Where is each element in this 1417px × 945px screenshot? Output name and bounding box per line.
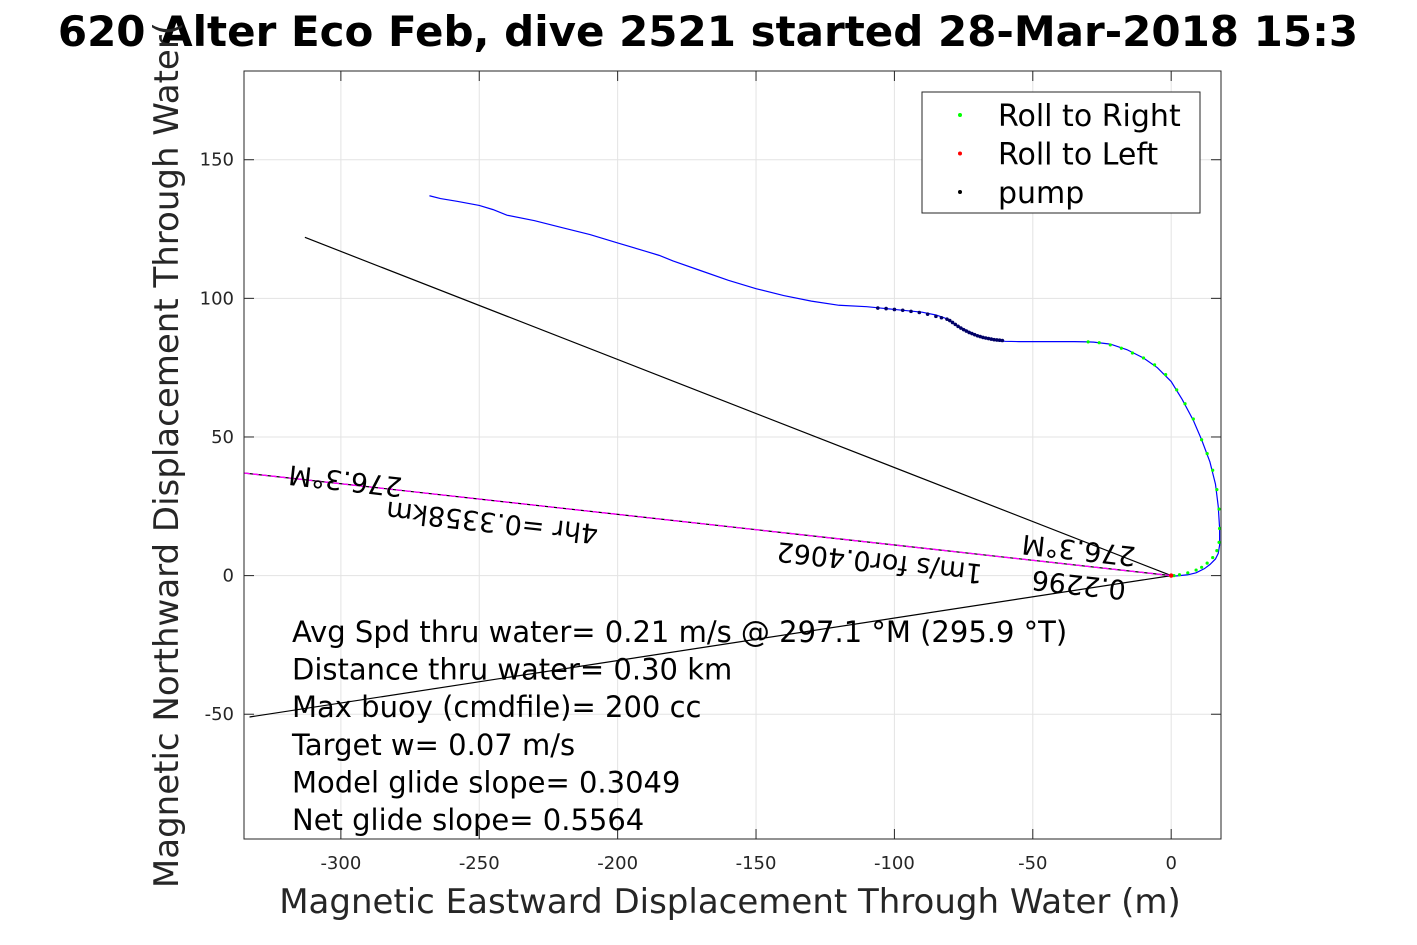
pump-point: [1000, 338, 1005, 343]
pump-point: [934, 314, 938, 319]
legend-marker: [958, 113, 962, 117]
roll-right-point: [1211, 555, 1215, 560]
stats-text-block: Avg Spd thru water= 0.21 m/s @ 297.1 °M …: [291, 615, 1067, 837]
marker-group: [876, 306, 1221, 578]
pump-point: [989, 337, 994, 341]
roll-right-point: [1183, 402, 1187, 406]
pump-point: [925, 312, 930, 316]
roll-right-point: [1215, 549, 1219, 553]
roll-right-point: [1141, 356, 1146, 360]
stat-line: Distance thru water= 0.30 km: [292, 653, 732, 687]
roll-right-point: [1177, 573, 1182, 577]
legend-label: Roll to Left: [998, 138, 1158, 173]
x-tick-label: -300: [320, 853, 361, 874]
stat-line: Model glide slope= 0.3049: [292, 765, 680, 799]
legend-box: [921, 91, 1201, 214]
x-tick-label: -150: [736, 853, 777, 874]
axis-ticks: -300 -250 -200 -150 -100 -50 0 -50 0 50 100 150: [200, 71, 1221, 874]
axes-box: [243, 70, 1222, 840]
y-tick-label: 150: [200, 150, 234, 171]
pump-point: [992, 337, 996, 342]
roll-right-point: [1194, 568, 1198, 572]
pump-point: [956, 324, 960, 329]
roll-right-point: [1217, 540, 1221, 544]
legend-marker: [958, 151, 962, 156]
stat-line: Target w= 0.07 m/s: [291, 728, 575, 762]
pump-point: [900, 308, 905, 313]
pump-point: [917, 310, 922, 315]
y-tick-label: 50: [211, 427, 234, 448]
x-tick-label: -200: [597, 853, 638, 874]
roll-right-point: [1130, 351, 1135, 355]
reference-line: [304, 236, 1172, 577]
pump-point: [964, 329, 969, 333]
pump-point: [975, 333, 980, 338]
roll-right-point: [1152, 363, 1157, 367]
pump-point: [970, 331, 974, 336]
pump-point: [995, 338, 999, 342]
roll-right-point: [1086, 340, 1090, 344]
pump-point: [876, 306, 880, 310]
stat-line: Max buoy (cmdfile)= 200 cc: [292, 690, 701, 724]
x-tick-label: -250: [459, 853, 500, 874]
roll-right-point: [1119, 346, 1123, 350]
roll-right-point: [1175, 388, 1179, 392]
stat-line: Avg Spd thru water= 0.21 m/s @ 297.1 °M …: [292, 615, 1067, 649]
roll-right-point: [1217, 507, 1221, 511]
roll-right-point: [1164, 372, 1168, 377]
roll-right-point: [1205, 561, 1209, 565]
stat-line: Net glide slope= 0.5564: [292, 803, 644, 837]
pump-point: [978, 334, 983, 339]
roll-right-point: [1218, 526, 1221, 531]
reference-line: [249, 575, 1172, 718]
roll-right-point: [1186, 571, 1190, 575]
reference-lines: [244, 236, 1172, 718]
pump-point: [967, 330, 971, 335]
pump-point: [909, 309, 913, 314]
pump-point: [961, 327, 966, 332]
x-tick-label: 0: [1165, 853, 1176, 874]
roll-right-point: [1191, 417, 1195, 421]
grid-lines: [244, 71, 1221, 839]
pump-point: [959, 326, 963, 330]
roll-right-point: [1097, 341, 1101, 345]
roll-right-point: [1215, 488, 1219, 492]
pump-point: [950, 320, 955, 325]
legend-label: pump: [998, 176, 1084, 211]
pump-point: [947, 318, 952, 323]
pump-point: [945, 317, 949, 321]
y-tick-label: 100: [200, 288, 234, 309]
chart-title: 620 Alter Eco Feb, dive 2521 started 28-…: [58, 7, 1358, 56]
pump-point: [983, 336, 988, 340]
pump-point: [997, 338, 1002, 343]
x-tick-label: -50: [1018, 853, 1047, 874]
pump-point: [953, 322, 958, 327]
legend-marker: [958, 190, 962, 194]
roll-right-point: [1200, 438, 1204, 442]
pump-point: [892, 307, 897, 312]
y-axis-label: Magnetic Northward Displacement Through …: [147, 22, 187, 888]
y-tick-label: 0: [223, 566, 234, 587]
roll-right-point: [1211, 468, 1215, 472]
roll-right-point: [1108, 343, 1112, 347]
plot-content: [244, 195, 1221, 718]
pump-point: [939, 315, 944, 320]
pump-point: [986, 336, 991, 341]
roll-right-point: [1200, 565, 1204, 569]
legend-label: Roll to Right: [998, 99, 1181, 134]
pump-point: [884, 306, 888, 311]
pump-point: [981, 335, 985, 340]
heading-line-dashed: [244, 472, 1172, 577]
y-tick-label: -50: [205, 704, 234, 725]
roll-right-point: [1205, 452, 1209, 456]
x-axis-label: Magnetic Eastward Displacement Through W…: [279, 882, 1181, 922]
x-tick-label: -100: [874, 853, 915, 874]
roll-left-point: [1168, 573, 1174, 578]
pump-point: [972, 332, 977, 337]
